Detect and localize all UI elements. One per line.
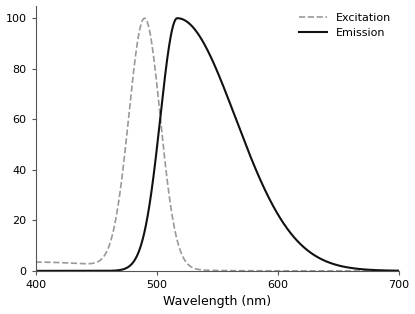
Excitation — [96, 259, 101, 263]
Emission — [96, 269, 101, 273]
Emission — [188, 23, 193, 27]
Emission — [75, 269, 80, 273]
Emission — [350, 266, 355, 270]
Emission — [396, 269, 401, 273]
Excitation — [350, 269, 355, 273]
Excitation — [173, 229, 178, 233]
Excitation — [33, 260, 38, 264]
Excitation — [396, 269, 401, 273]
Emission — [175, 16, 180, 20]
Line: Emission: Emission — [36, 18, 399, 271]
Excitation — [75, 262, 80, 265]
X-axis label: Wavelength (nm): Wavelength (nm) — [163, 295, 271, 308]
Excitation — [389, 269, 394, 273]
Line: Excitation: Excitation — [36, 18, 399, 271]
Emission — [172, 19, 177, 23]
Excitation — [188, 265, 193, 268]
Legend: Excitation, Emission: Excitation, Emission — [295, 9, 395, 42]
Excitation — [142, 16, 147, 20]
Emission — [33, 269, 38, 273]
Emission — [389, 269, 394, 273]
